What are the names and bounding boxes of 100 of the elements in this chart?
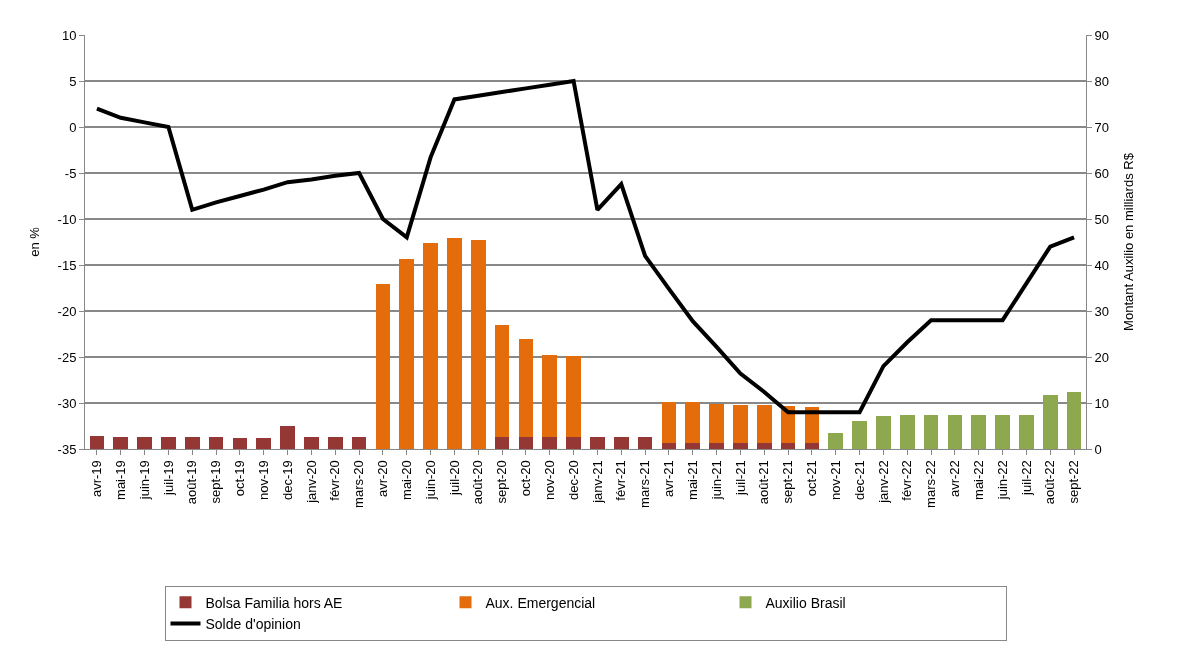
x-tick-label: juin-19: [136, 460, 152, 501]
bar: [709, 443, 724, 449]
x-tick-label: août-19: [184, 460, 200, 505]
bar: [494, 436, 510, 449]
x-tick-label: mars-21: [637, 460, 653, 508]
bar: [685, 402, 701, 444]
bar: [756, 404, 772, 444]
bar: [828, 433, 844, 449]
y-tick-label: -5: [64, 165, 77, 181]
x-tick-label: avr-21: [661, 460, 677, 498]
y2-tick-label: 90: [1094, 27, 1110, 43]
bar: [542, 355, 558, 437]
y2-tick-label: 70: [1094, 119, 1110, 135]
bar: [756, 443, 772, 449]
y2-tick-label: 40: [1094, 257, 1110, 273]
bar: [256, 437, 272, 449]
y2-tick-label: 80: [1094, 73, 1110, 89]
bar: [685, 443, 701, 449]
x-tick-label: juin-20: [422, 460, 438, 501]
bar: [804, 443, 820, 449]
bar: [470, 239, 486, 449]
bar: [733, 404, 748, 444]
x-tick-label: juil-19: [160, 460, 176, 496]
bar: [518, 436, 534, 449]
bar: [613, 437, 629, 449]
bar: [399, 259, 415, 449]
bar: [137, 436, 152, 449]
bar: [327, 437, 343, 449]
bar: [876, 415, 891, 449]
bar: [161, 437, 176, 449]
bar: [89, 435, 105, 449]
x-tick-label: mai-22: [970, 460, 986, 500]
x-tick-label: avr-20: [375, 460, 391, 498]
x-tick-label: oct-20: [518, 460, 534, 497]
bar: [566, 356, 581, 437]
legend-label: Solde d'opinion: [205, 615, 301, 632]
bar: [995, 415, 1010, 449]
x-tick-label: mars-22: [923, 460, 939, 508]
y-tick-label: 5: [69, 73, 77, 89]
bar: [542, 436, 558, 449]
legend-label: Bolsa Familia hors AE: [205, 594, 343, 611]
bar: [113, 436, 129, 449]
x-tick-label: juin-21: [708, 460, 724, 501]
bar: [423, 243, 438, 449]
bar: [494, 325, 510, 437]
bar: [304, 437, 319, 449]
bar: [566, 436, 581, 449]
y-tick-label: -15: [57, 257, 77, 273]
bar: [923, 414, 939, 449]
bar: [232, 437, 248, 449]
line-series: [94, 79, 1077, 415]
bar: [208, 437, 224, 449]
y2-tick-label: 60: [1094, 165, 1110, 181]
bar: [661, 443, 677, 449]
y-tick-label: 10: [61, 27, 77, 43]
x-tick-label: janv-20: [303, 460, 319, 504]
y-axis-title: en %: [26, 226, 42, 257]
bar: [1019, 415, 1034, 449]
x-tick-label: sept-22: [1066, 460, 1082, 504]
y2-tick-label: 50: [1094, 211, 1110, 227]
x-tick-label: août-20: [470, 460, 486, 505]
bar: [852, 420, 867, 449]
x-tick-label: juin-22: [994, 460, 1010, 501]
x-tick-label: oct-19: [232, 460, 248, 497]
x-tick-label: dec-21: [851, 460, 867, 500]
y-tick-label: 0: [69, 119, 77, 135]
y-tick-label: -10: [57, 211, 77, 227]
bar: [184, 437, 200, 449]
x-tick-label: nov-19: [255, 460, 271, 500]
x-tick-label: sept-21: [780, 460, 796, 504]
bar: [375, 283, 391, 449]
x-tick-label: août-21: [756, 460, 772, 505]
x-tick-label: janv-22: [875, 460, 891, 504]
y2-tick-label: 30: [1094, 303, 1110, 319]
x-tick-label: oct-21: [804, 460, 820, 497]
x-tick-label: dec-19: [279, 460, 295, 500]
bar: [733, 443, 748, 449]
y2-axis-title: Montant Auxilio en milliards R$: [1120, 152, 1136, 331]
bar: [590, 437, 605, 449]
x-tick-label: nov-21: [827, 460, 843, 500]
bar: [1066, 391, 1082, 449]
x-tick-label: avr-22: [947, 460, 963, 498]
x-tick-label: juil-22: [1018, 460, 1034, 496]
legend-label: Aux. Emergencial: [485, 594, 596, 611]
x-tick-label: févr-20: [327, 460, 343, 501]
x-tick-label: févr-22: [899, 460, 915, 501]
y2-tick-label: 20: [1094, 349, 1110, 365]
x-tick-label: août-22: [1042, 460, 1058, 505]
bar: [661, 402, 677, 444]
y-tick-label: -20: [57, 303, 77, 319]
x-tick-label: mai-21: [684, 460, 700, 500]
x-tick-label: avr-19: [89, 460, 105, 498]
x-tick-label: mai-19: [112, 460, 128, 500]
bar: [637, 436, 653, 449]
bar: [280, 426, 295, 449]
x-tick-label: janv-21: [589, 460, 605, 504]
bar: [709, 403, 724, 444]
y2-tick-label: 0: [1094, 441, 1102, 457]
bar: [780, 443, 796, 449]
x-tick-label: févr-21: [613, 460, 629, 501]
